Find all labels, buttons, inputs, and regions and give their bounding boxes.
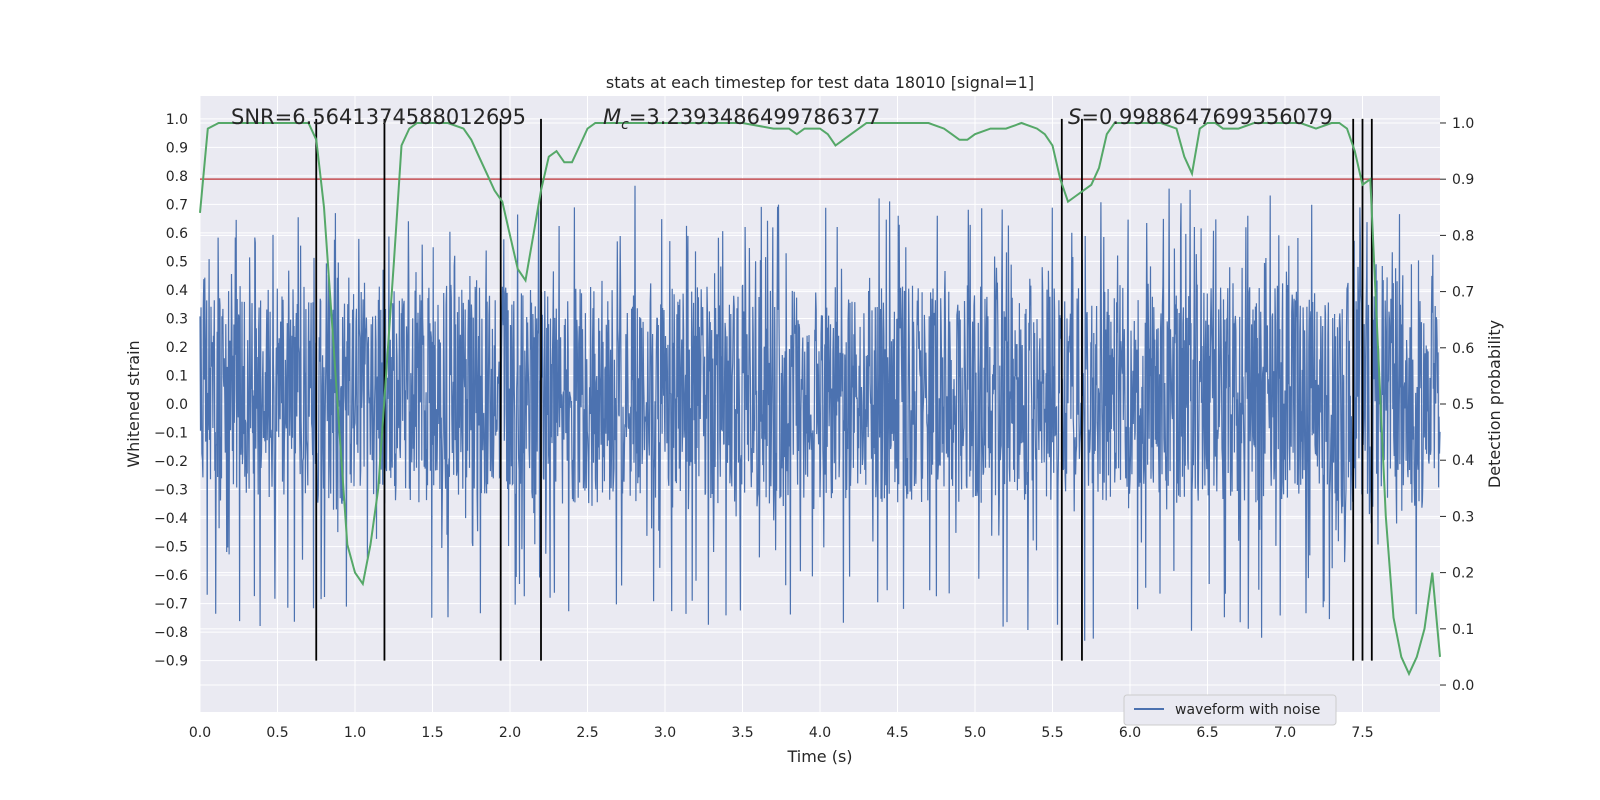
y-tick-label: 0.2: [166, 340, 188, 356]
y2-tick-label: 0.7: [1452, 285, 1474, 301]
y-tick-label: 0.7: [166, 197, 188, 213]
x-tick-label: 6.5: [1196, 725, 1218, 741]
y-tick-label: 0.6: [166, 226, 188, 242]
y-tick-label: −0.9: [154, 654, 188, 670]
y-tick-label: −0.4: [154, 511, 188, 527]
y2-tick-label: 0.8: [1452, 228, 1474, 244]
y-tick-label: −0.1: [154, 426, 188, 442]
x-tick-label: 3.0: [654, 725, 676, 741]
y-tick-label: 0.4: [166, 283, 188, 299]
x-tick-label: 0.5: [266, 725, 288, 741]
x-tick-label: 2.5: [576, 725, 598, 741]
annotation-value: =0.9988647699356079: [1081, 105, 1332, 129]
legend-label: waveform with noise: [1175, 702, 1320, 718]
detection-probability-line: [199, 121, 1441, 677]
y-tick-label: 0.3: [166, 311, 188, 327]
x-axis-label: Time (s): [786, 747, 852, 766]
x-tick-label: 7.5: [1351, 725, 1373, 741]
tick-marks: 0.0 0.5 1.0 1.5 2.0 2.5 3.0 3.5 4.0 4.5 5.0 5.5 6.0 6…: [154, 112, 1474, 741]
y-tick-label: −0.7: [154, 597, 188, 613]
y-tick-label: 0.0: [166, 397, 188, 413]
annotation: S=0.9988647699356079: [1068, 105, 1333, 129]
annotation-value: =3.2393486499786377: [629, 105, 880, 129]
x-tick-label: 1.5: [421, 725, 443, 741]
waveform-line: [199, 185, 1441, 641]
y2-tick-label: 0.6: [1452, 341, 1474, 357]
x-tick-label: 7.0: [1274, 725, 1296, 741]
y2-tick-label: 0.9: [1452, 172, 1474, 188]
annotation-prefix: SNR: [231, 105, 275, 129]
x-tick-label: 6.0: [1119, 725, 1141, 741]
annotation-subscript: c: [621, 117, 629, 133]
x-tick-label: 5.0: [964, 725, 986, 741]
y2-tick-label: 0.1: [1452, 622, 1474, 638]
y-tick-label: −0.6: [154, 568, 188, 584]
y-tick-label: 1.0: [166, 112, 188, 128]
chart-title: stats at each timestep for test data 180…: [606, 73, 1034, 92]
y-tick-label: 0.9: [166, 140, 188, 156]
y-tick-label: 0.8: [166, 169, 188, 185]
y-tick-label: 0.5: [166, 254, 188, 270]
annotation-prefix: S: [1068, 105, 1081, 129]
y-tick-label: −0.3: [154, 483, 188, 499]
y2-tick-label: 0.0: [1452, 678, 1474, 694]
annotation-prefix: M: [603, 105, 621, 129]
annotation: Mc=3.2393486499786377: [603, 105, 880, 133]
legend-box: [1123, 694, 1337, 726]
x-tick-label: 1.0: [344, 725, 366, 741]
x-tick-label: 2.0: [499, 725, 521, 741]
y-tick-label: 0.1: [166, 368, 188, 384]
y2-tick-label: 0.5: [1452, 397, 1474, 413]
annotation-value: =6.5641374588012695: [275, 105, 526, 129]
y2-tick-label: 0.3: [1452, 509, 1474, 525]
y-tick-label: −0.2: [154, 454, 188, 470]
x-tick-label: 0.0: [189, 725, 211, 741]
x-tick-label: 4.5: [886, 725, 908, 741]
y2-tick-label: 0.2: [1452, 566, 1474, 582]
x-tick-label: 3.5: [731, 725, 753, 741]
y-tick-label: −0.5: [154, 540, 188, 556]
waveform-series: [199, 185, 1441, 641]
x-tick-label: 5.5: [1041, 725, 1063, 741]
legend: waveform with noise: [1123, 694, 1337, 726]
y2-axis-label: Detection probability: [1485, 320, 1504, 488]
y-tick-label: −0.8: [154, 625, 188, 641]
x-tick-label: 4.0: [809, 725, 831, 741]
y2-tick-label: 0.4: [1452, 453, 1474, 469]
y2-tick-label: 1.0: [1452, 116, 1474, 132]
y-axis-label: Whitened strain: [124, 340, 143, 467]
annotations: SNR=6.5641374588012695 Mc=3.2393486499786…: [231, 105, 1333, 133]
annotation: SNR=6.5641374588012695: [231, 105, 526, 129]
